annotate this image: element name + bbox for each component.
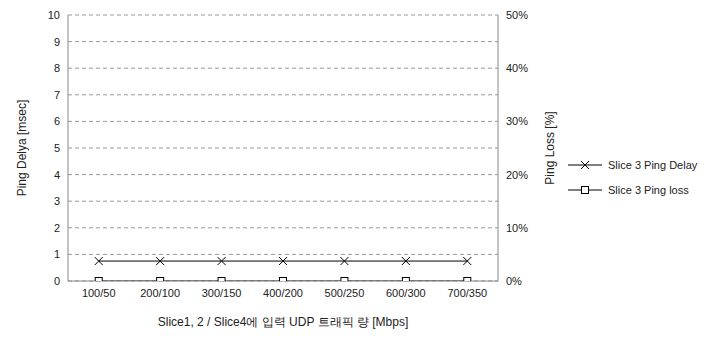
svg-text:600/300: 600/300 <box>386 287 426 299</box>
svg-text:0: 0 <box>54 275 60 287</box>
svg-text:400/200: 400/200 <box>263 287 303 299</box>
html-text:Slice 3 Ping Delay: Slice 3 Ping Delay <box>608 158 698 171</box>
svg-text:10: 10 <box>48 9 60 21</box>
svg-text:2: 2 <box>54 222 60 234</box>
svg-text:3: 3 <box>54 195 60 207</box>
svg-text:200/100: 200/100 <box>140 287 180 299</box>
svg-text:50%: 50% <box>506 9 528 21</box>
svg-text:8: 8 <box>54 62 60 74</box>
svg-text:10%: 10% <box>506 222 528 234</box>
svg-text:40%: 40% <box>506 62 528 74</box>
svg-text:7: 7 <box>54 89 60 101</box>
svg-text:9: 9 <box>54 36 60 48</box>
svg-text:20%: 20% <box>506 169 528 181</box>
svg-text:700/350: 700/350 <box>447 287 487 299</box>
svg-text:500/250: 500/250 <box>325 287 365 299</box>
svg-text:Ping Delya [msec]: Ping Delya [msec] <box>15 100 29 197</box>
svg-text:5: 5 <box>54 142 60 154</box>
svg-text:6: 6 <box>54 115 60 127</box>
svg-text:1: 1 <box>54 248 60 260</box>
svg-text:30%: 30% <box>506 115 528 127</box>
svg-text:0%: 0% <box>506 275 522 287</box>
svg-text:4: 4 <box>54 169 60 181</box>
svg-text:300/150: 300/150 <box>202 287 242 299</box>
svg-text:100/50: 100/50 <box>82 287 116 299</box>
svg-text:Slice1, 2 / Slice4에 입력 UDP 트래픽: Slice1, 2 / Slice4에 입력 UDP 트래픽 량 [Mbps] <box>158 315 409 329</box>
svg-text:Ping Loss [%]: Ping Loss [%] <box>543 111 557 184</box>
html-text:Slice 3 Ping loss: Slice 3 Ping loss <box>608 183 689 196</box>
